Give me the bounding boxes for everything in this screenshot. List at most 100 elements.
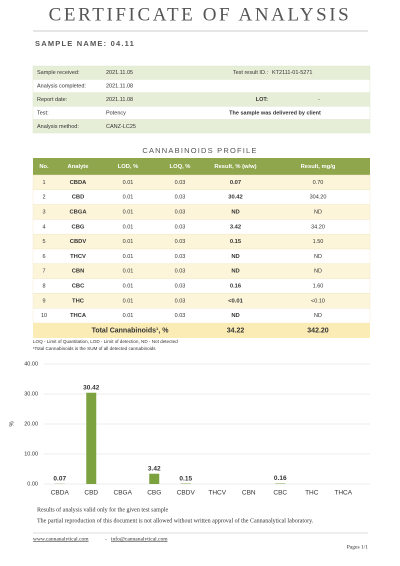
- info-label: Analysis completed:: [37, 84, 86, 90]
- table-cell: CBDA: [70, 180, 88, 186]
- x-tick-label: CBDA: [51, 490, 70, 497]
- column-header: Result, mg/g: [301, 164, 336, 170]
- table-cell: 4: [42, 224, 45, 230]
- info-value: KT2111-01-5271: [272, 70, 312, 76]
- info-value: CANZ-LC25: [106, 124, 136, 130]
- table-cell: 0.01: [123, 254, 134, 260]
- info-value: 2021.11.08: [106, 84, 133, 90]
- info-note: The sample was delivered by client: [229, 110, 321, 116]
- table-cell: 5: [42, 239, 45, 245]
- table-cell: 0.01: [123, 283, 134, 289]
- table-cell: <0.10: [311, 298, 325, 304]
- info-label: Analysis method:: [37, 124, 79, 130]
- x-tick-label: THCV: [208, 490, 226, 497]
- table-cell: ND: [231, 210, 239, 216]
- table-cell: 0.03: [175, 254, 186, 260]
- table-cell: 8: [42, 283, 45, 289]
- y-tick-label: 40.00: [24, 361, 38, 367]
- table-cell: 0.03: [175, 180, 186, 186]
- info-row: [32, 119, 371, 134]
- table-cell: 0.03: [175, 209, 186, 215]
- info-value: 2021.11.08: [106, 97, 133, 103]
- table-cell: 1.50: [313, 239, 324, 245]
- x-tick-label: CBD: [84, 490, 98, 497]
- table-cell: 0.01: [123, 313, 134, 319]
- info-label: Test:: [37, 110, 49, 116]
- x-tick-label: CBC: [273, 490, 287, 497]
- table-cell: 3: [42, 209, 45, 215]
- table-cell: 0.16: [230, 284, 242, 290]
- table-cell: CBC: [72, 284, 85, 290]
- table-cell: 7: [42, 269, 45, 275]
- table-cell: ND: [314, 269, 322, 275]
- table-cell: THCA: [70, 313, 87, 319]
- table-cell: <0.01: [228, 298, 243, 304]
- y-tick-label: 20.00: [24, 421, 38, 427]
- table-cell: 0.01: [123, 224, 134, 230]
- total-label: Total Cannabinoids¹, %: [92, 327, 170, 334]
- data-label: 30.42: [83, 384, 100, 391]
- table-cell: 0.01: [123, 195, 134, 201]
- table-cell: ND: [231, 269, 239, 275]
- table-cell: 0.03: [175, 239, 186, 245]
- table-cell: 2: [42, 195, 45, 201]
- total-value: 34.22: [227, 327, 245, 334]
- info-label: Sample received:: [37, 70, 80, 76]
- remark: The partial reproduction of this documen…: [37, 517, 314, 524]
- data-label: 3.42: [148, 465, 161, 472]
- table-cell: THC: [72, 298, 85, 304]
- table-cell: 30.42: [228, 195, 243, 201]
- website[interactable]: www.cannanalytical.com: [33, 536, 89, 542]
- sample-name: SAMPLE NAME: 04.11: [35, 39, 135, 48]
- table-cell: CBN: [72, 269, 85, 275]
- table-cell: 3.42: [230, 224, 241, 230]
- table-header: [33, 158, 370, 175]
- bar: [86, 392, 97, 484]
- table-cell: CBGA: [69, 210, 87, 216]
- x-tick-label: CBDV: [177, 490, 196, 497]
- info-value: Potency: [106, 110, 126, 116]
- table-cell: 0.01: [123, 209, 134, 215]
- column-header: No.: [39, 164, 49, 170]
- page-number: Pages 1/1: [347, 544, 368, 550]
- table-cell: 1: [42, 180, 45, 186]
- x-tick-label: THC: [305, 490, 319, 497]
- table-cell: CBG: [72, 224, 85, 230]
- table-cell: 0.03: [175, 283, 186, 289]
- x-tick-label: CBGA: [114, 490, 133, 497]
- table-cell: 0.01: [123, 298, 134, 304]
- table-cell: 9: [42, 298, 45, 304]
- info-value: 2021.11.05: [106, 70, 133, 76]
- x-tick-label: CBG: [147, 490, 161, 497]
- table-cell: 34.20: [311, 224, 325, 230]
- bar: [149, 473, 160, 484]
- table-cell: ND: [314, 209, 322, 215]
- table-cell: THCV: [70, 254, 86, 260]
- email[interactable]: info@cannanalytical.com: [111, 535, 168, 542]
- column-header: Result, % (w/w): [214, 164, 256, 170]
- table-cell: 0.03: [175, 298, 186, 304]
- table-cell: ND: [231, 254, 239, 260]
- table-cell: 10: [41, 313, 47, 319]
- note: LOQ - Limit of Quantitation, LOD - Limit…: [33, 339, 178, 344]
- x-tick-label: CBN: [242, 490, 256, 497]
- total-row: [33, 323, 370, 338]
- table-cell: 0.01: [123, 269, 134, 275]
- table-cell: 0.07: [230, 180, 241, 186]
- info-label: Test result ID.:: [233, 70, 269, 76]
- note: ¹Total Cannabinoids is the SUM of all de…: [33, 346, 156, 351]
- table-cell: ND: [231, 313, 239, 319]
- table-cell: 1.60: [313, 283, 324, 289]
- column-header: LOD, %: [118, 164, 139, 170]
- x-tick-label: THCA: [334, 490, 352, 497]
- data-label: 0.15: [179, 475, 192, 482]
- column-header: LOQ, %: [170, 164, 191, 170]
- table-cell: 0.01: [123, 239, 134, 245]
- info-label: Report date:: [37, 97, 68, 103]
- table-cell: CBDV: [70, 239, 87, 245]
- data-label: 0.07: [53, 476, 66, 483]
- table-cell: 0.01: [123, 180, 134, 186]
- table-cell: 0.03: [175, 224, 186, 230]
- table-cell: 0.03: [175, 313, 186, 319]
